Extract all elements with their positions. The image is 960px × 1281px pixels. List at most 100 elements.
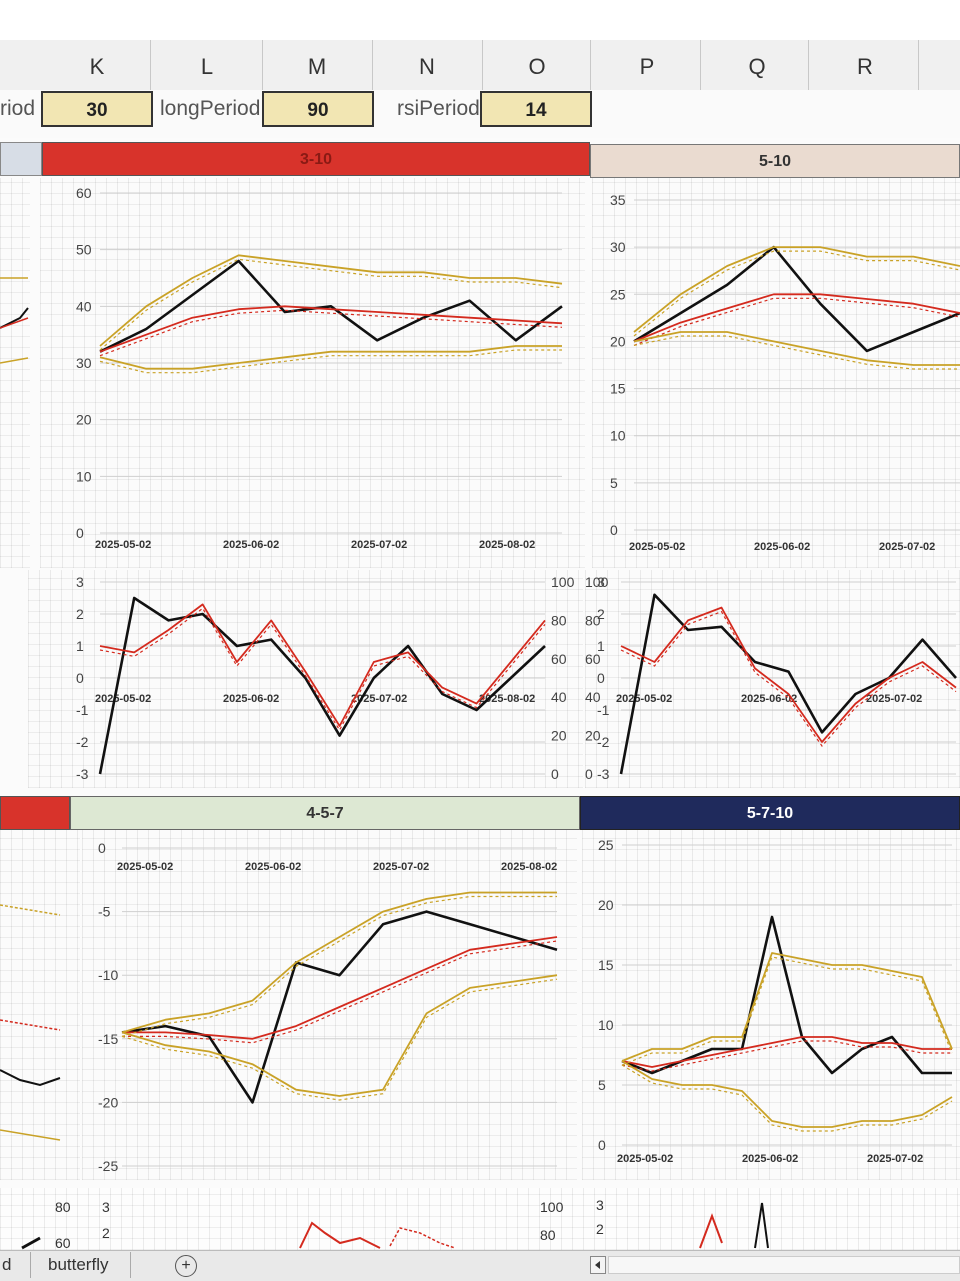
x-tick-label: 2025-08-02 xyxy=(501,861,557,873)
series-dotted-1 xyxy=(621,1040,952,1072)
column-header-l[interactable]: L xyxy=(200,54,214,79)
price-chart-5-7-10[interactable]: 25 20 15 10 5 0 2025-05-02 2025-06-02 2025-07-02 xyxy=(582,830,960,1180)
series-line-0 xyxy=(121,910,558,1104)
y-tick-label: -1 xyxy=(76,702,89,718)
x-tick-label: 2025-06-02 xyxy=(223,539,279,551)
price-chart-5-10[interactable]: 35 30 25 20 15 10 5 0 2025-05-02 2025-06-02 2025-0… xyxy=(592,178,960,568)
series-line-2 xyxy=(121,891,557,1034)
x-tick-label: 2025-06-02 xyxy=(754,541,810,553)
chevron-left-icon xyxy=(595,1261,600,1269)
column-header-m[interactable]: M xyxy=(307,54,327,79)
y-tick-label: 25 xyxy=(598,837,614,853)
y-tick-label: 0 xyxy=(610,522,618,538)
y2-tick-label: 80 xyxy=(551,612,567,628)
section-bar-5-10[interactable]: 5-10 xyxy=(590,144,960,178)
y-tick-label: 20 xyxy=(598,897,614,913)
series-dotted-1 xyxy=(633,297,960,346)
x-tick-label: 2025-07-02 xyxy=(351,693,407,705)
series-dotted-1 xyxy=(122,940,558,1044)
column-divider xyxy=(590,40,591,90)
y-tick-label: 0 xyxy=(98,840,106,856)
y2-tick-label: 40 xyxy=(585,689,601,705)
y2-tick-label: 20 xyxy=(551,728,567,744)
x-tick-label: 2025-07-02 xyxy=(373,861,429,873)
y-tick-label: 60 xyxy=(76,185,92,201)
param-value-longperiod[interactable]: 90 xyxy=(262,91,374,127)
y-tick-label: 10 xyxy=(598,1017,614,1033)
y-tick-label: -5 xyxy=(98,904,111,920)
y2-tick-label: 80 xyxy=(585,612,601,628)
column-divider xyxy=(482,40,483,90)
svg-text:60: 60 xyxy=(55,1235,71,1250)
x-tick-label: 2025-05-02 xyxy=(95,693,151,705)
y-tick-label: 3 xyxy=(76,574,84,590)
tab-divider xyxy=(30,1252,31,1278)
column-header-k[interactable]: K xyxy=(89,54,105,79)
column-divider xyxy=(150,40,151,90)
horizontal-scrollbar[interactable] xyxy=(608,1256,960,1274)
sheet-tab-partial[interactable]: d xyxy=(2,1255,12,1274)
x-tick-label: 2025-07-02 xyxy=(351,539,407,551)
param-value-period[interactable]: 30 xyxy=(41,91,153,127)
oscillator-chart-5-10[interactable]: 3 2 1 0 -1 -2 -3 100 80 60 40 20 0 2025-05-02 2025-06-… xyxy=(585,570,960,788)
param-label-rsiperiod: rsiPeriod xyxy=(397,97,480,120)
partial-price-chart-left-lower[interactable] xyxy=(0,830,80,1180)
y-tick-label: 1 xyxy=(597,638,605,654)
y-tick-label: 2 xyxy=(597,606,605,622)
y-tick-label: 0 xyxy=(598,1137,606,1153)
column-header-p[interactable]: P xyxy=(639,54,655,79)
series-dotted-3 xyxy=(99,349,562,374)
oscillator-chart-3-10[interactable]: 3 2 1 0 -1 -2 -3 100 80 60 40 20 0 2025-05-02 2025-06-… xyxy=(28,570,583,788)
svg-text:3: 3 xyxy=(596,1197,604,1213)
y-tick-label: 20 xyxy=(610,333,626,349)
column-divider xyxy=(808,40,809,90)
y-tick-label: -3 xyxy=(597,766,610,782)
series-dotted-2 xyxy=(121,895,557,1037)
series-line-2 xyxy=(621,952,953,1062)
scroll-left-button[interactable] xyxy=(590,1256,606,1274)
y-tick-label: 5 xyxy=(598,1077,606,1093)
partial-price-chart-left[interactable] xyxy=(0,178,30,568)
svg-text:2: 2 xyxy=(102,1225,110,1241)
y-tick-label: 25 xyxy=(610,286,626,302)
series-line-3 xyxy=(621,1060,953,1128)
add-sheet-icon[interactable]: + xyxy=(175,1255,197,1277)
lower-oscillator-strip[interactable] xyxy=(0,1188,960,1250)
y-tick-label: -1 xyxy=(597,702,610,718)
series-line-0 xyxy=(619,593,957,775)
svg-text:80: 80 xyxy=(540,1227,556,1243)
price-chart-3-10[interactable]: 60 50 40 30 20 10 0 2025-05-02 2025-06-02 2025-07… xyxy=(40,178,585,568)
y-tick-label: 15 xyxy=(610,381,626,397)
y-tick-label: -2 xyxy=(76,734,89,750)
series-line-3 xyxy=(121,974,558,1097)
section-bar-left-stub xyxy=(0,142,42,176)
y-tick-label: 30 xyxy=(76,355,92,371)
series-line-0 xyxy=(621,915,952,1075)
lower-oscillator-lines: 80 60 3 2 100 80 3 2 xyxy=(21,1197,769,1250)
y2-tick-label: 0 xyxy=(585,766,593,782)
column-header-q[interactable]: Q xyxy=(748,54,766,79)
sheet-tab-butterfly[interactable]: butterfly xyxy=(48,1255,109,1274)
section-bar-5-7-10[interactable]: 5-7-10 xyxy=(580,796,960,830)
y2-tick-label: 60 xyxy=(585,651,601,667)
svg-text:100: 100 xyxy=(540,1199,564,1215)
y-tick-label: -3 xyxy=(76,766,89,782)
section-bar-4-5-7[interactable]: 4-5-7 xyxy=(70,796,580,830)
x-tick-label: 2025-06-02 xyxy=(741,693,797,705)
y-tick-label: 0 xyxy=(76,670,84,686)
y-tick-label: 5 xyxy=(610,475,618,491)
y-tick-label: 1 xyxy=(76,638,84,654)
series-dotted-2 xyxy=(99,258,563,351)
column-header-o[interactable]: O xyxy=(528,54,546,79)
y2-tick-label: 60 xyxy=(551,651,567,667)
column-header-n[interactable]: N xyxy=(419,54,435,79)
series-line-3 xyxy=(633,331,960,366)
series-dotted-3 xyxy=(121,978,558,1101)
y-tick-label: 35 xyxy=(610,192,626,208)
section-bar-3-10[interactable]: 3-10 xyxy=(42,142,590,176)
param-value-rsiperiod[interactable]: 14 xyxy=(480,91,592,127)
y-tick-label: -25 xyxy=(98,1158,118,1174)
column-header-r[interactable]: R xyxy=(857,54,873,79)
price-chart-4-5-7[interactable]: 0 -5 -10 -15 -20 -25 2025-05-02 2025-06-02 2025-… xyxy=(82,830,577,1180)
y-tick-label: -2 xyxy=(597,734,610,750)
